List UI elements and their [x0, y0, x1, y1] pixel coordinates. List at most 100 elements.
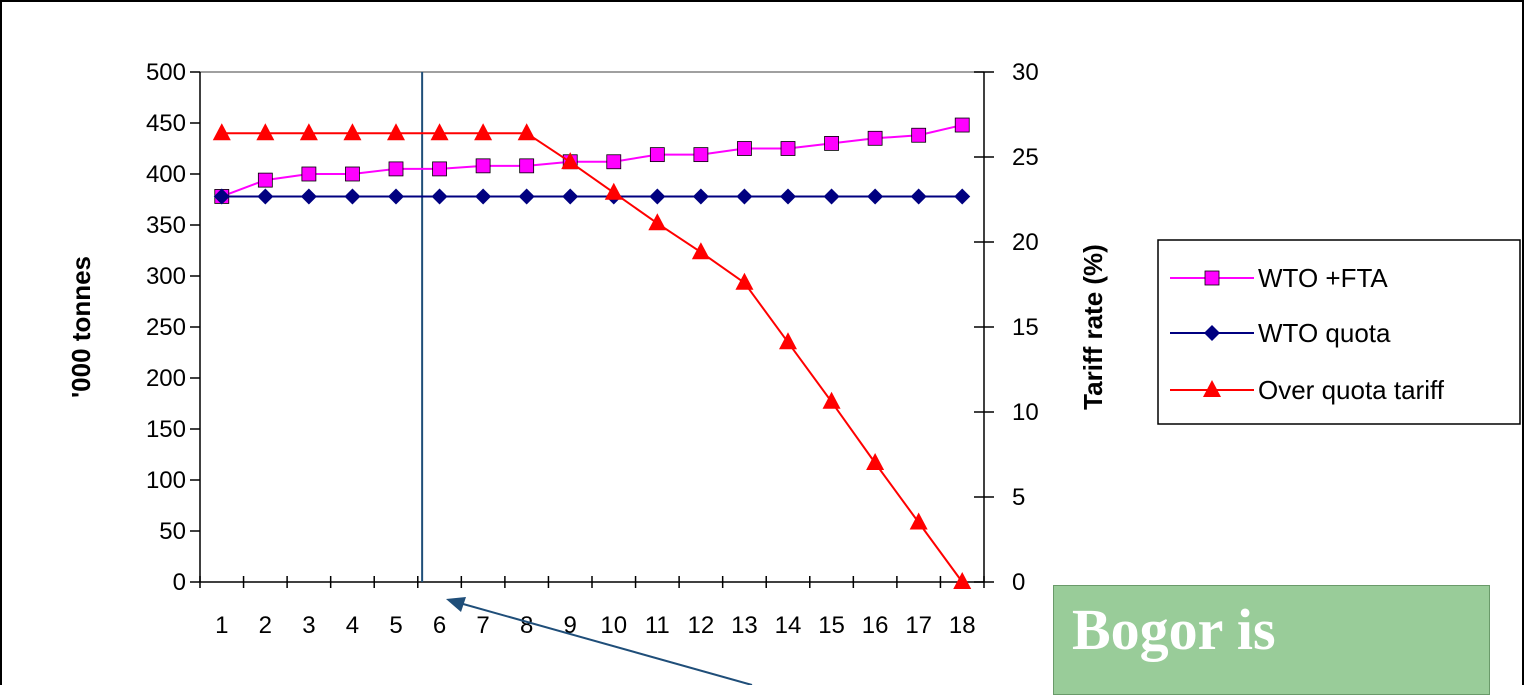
series-group: [212, 117, 972, 589]
data-point-diamond: [649, 188, 666, 205]
legend-label: Over quota tariff: [1258, 375, 1445, 405]
data-point-diamond: [910, 188, 927, 205]
right-tick-label: 10: [1012, 399, 1039, 426]
series-over-quota-tariff: [212, 123, 972, 589]
callout-box: Bogor is: [1053, 585, 1490, 695]
x-tick-label: 12: [688, 612, 715, 639]
legend-swatch-marker: [1204, 325, 1220, 341]
data-point-diamond: [867, 188, 884, 205]
data-point-square: [345, 166, 360, 182]
data-point-triangle: [474, 123, 493, 141]
right-tick-label: 0: [1012, 569, 1025, 596]
data-point-diamond: [213, 188, 230, 205]
x-tick-label: 18: [949, 612, 976, 639]
data-point-triangle: [822, 391, 841, 409]
data-point-square: [519, 158, 535, 174]
x-tick-label: 10: [600, 612, 627, 639]
data-point-square: [432, 161, 447, 177]
x-tick-label: 7: [476, 612, 489, 639]
legend-label: WTO +FTA: [1258, 263, 1388, 293]
x-ticks: 1 2 3 4 5 6 7 8 9 10 11 12 13 14 15 16 17 18: [199, 576, 985, 639]
data-point-square: [475, 158, 491, 174]
data-point-square: [606, 154, 622, 170]
data-point-triangle: [691, 242, 710, 260]
left-tick-label: 150: [146, 416, 186, 443]
right-tick-label: 30: [1012, 59, 1039, 86]
data-point-triangle: [387, 123, 405, 141]
x-tick-label: 4: [346, 612, 359, 639]
x-tick-label: 14: [775, 612, 802, 639]
data-point-square: [867, 130, 883, 146]
callout-text: Bogor is: [1072, 597, 1276, 662]
data-point-triangle: [561, 152, 580, 170]
right-axis-title: Tariff rate (%): [1078, 244, 1108, 410]
left-tick-label: 100: [146, 467, 186, 494]
data-point-square: [954, 117, 970, 133]
data-point-square: [911, 127, 927, 143]
left-tick-label: 50: [159, 518, 186, 545]
x-tick-label: 3: [302, 612, 315, 639]
left-tick-label: 0: [173, 569, 186, 596]
data-point-triangle: [343, 123, 362, 141]
right-tick-label: 25: [1012, 144, 1039, 171]
data-point-square: [824, 135, 839, 151]
data-point-triangle: [735, 272, 754, 290]
annotation-arrow-group: [446, 597, 753, 685]
left-tick-label: 500: [146, 59, 186, 86]
data-point-square: [301, 166, 317, 182]
data-point-diamond: [300, 188, 317, 205]
data-point-triangle: [953, 572, 972, 589]
x-tick-label: 13: [731, 612, 758, 639]
right-y-ticks: 0 5 10 15 20 25 30: [974, 59, 1039, 596]
legend-swatch-marker: [1204, 270, 1220, 286]
data-point-diamond: [475, 188, 492, 205]
left-tick-label: 400: [146, 161, 186, 188]
data-point-diamond: [518, 188, 535, 205]
data-point-square: [780, 141, 796, 156]
data-point-diamond: [388, 188, 404, 205]
data-point-triangle: [299, 123, 318, 141]
legend: WTO +FTA WTO quota Over quota tariff: [1157, 239, 1521, 425]
left-tick-label: 200: [146, 365, 186, 392]
x-tick-label: 17: [905, 612, 932, 639]
series-line: [221, 132, 964, 583]
data-point-diamond: [431, 188, 448, 205]
data-point-diamond: [692, 188, 709, 205]
data-point-triangle: [256, 123, 275, 141]
x-tick-label: 16: [862, 612, 889, 639]
legend-label: WTO quota: [1258, 318, 1391, 348]
data-point-diamond: [344, 188, 361, 205]
x-tick-label: 2: [259, 612, 272, 639]
data-point-triangle: [866, 453, 885, 470]
x-tick-label: 6: [433, 612, 446, 639]
x-tick-label: 1: [215, 612, 228, 639]
data-point-triangle: [212, 123, 231, 141]
data-point-triangle: [779, 332, 797, 350]
data-point-diamond: [823, 188, 840, 205]
left-axis-title: '000 tonnes: [66, 256, 96, 398]
data-point-square: [649, 147, 665, 163]
data-point-diamond: [257, 188, 274, 205]
legend-swatch-marker: [1203, 380, 1221, 397]
data-point-diamond: [954, 188, 971, 205]
data-point-square: [257, 172, 273, 188]
right-tick-label: 15: [1012, 314, 1039, 341]
left-tick-label: 350: [146, 212, 186, 239]
data-point-square: [388, 161, 404, 177]
right-tick-label: 20: [1012, 229, 1039, 256]
annotation-arrow-line: [455, 601, 753, 685]
left-tick-label: 450: [146, 110, 186, 137]
left-tick-label: 250: [146, 314, 186, 341]
data-point-square: [737, 141, 752, 156]
data-point-triangle: [430, 123, 449, 141]
data-point-triangle: [604, 182, 623, 200]
data-point-square: [693, 147, 709, 163]
data-point-diamond: [780, 188, 796, 205]
right-tick-label: 5: [1012, 484, 1025, 511]
left-tick-label: 300: [146, 263, 186, 290]
x-tick-label: 8: [520, 612, 533, 639]
annotation-arrow-head: [446, 597, 466, 612]
data-point-diamond: [736, 188, 753, 205]
x-tick-label: 15: [818, 612, 845, 639]
